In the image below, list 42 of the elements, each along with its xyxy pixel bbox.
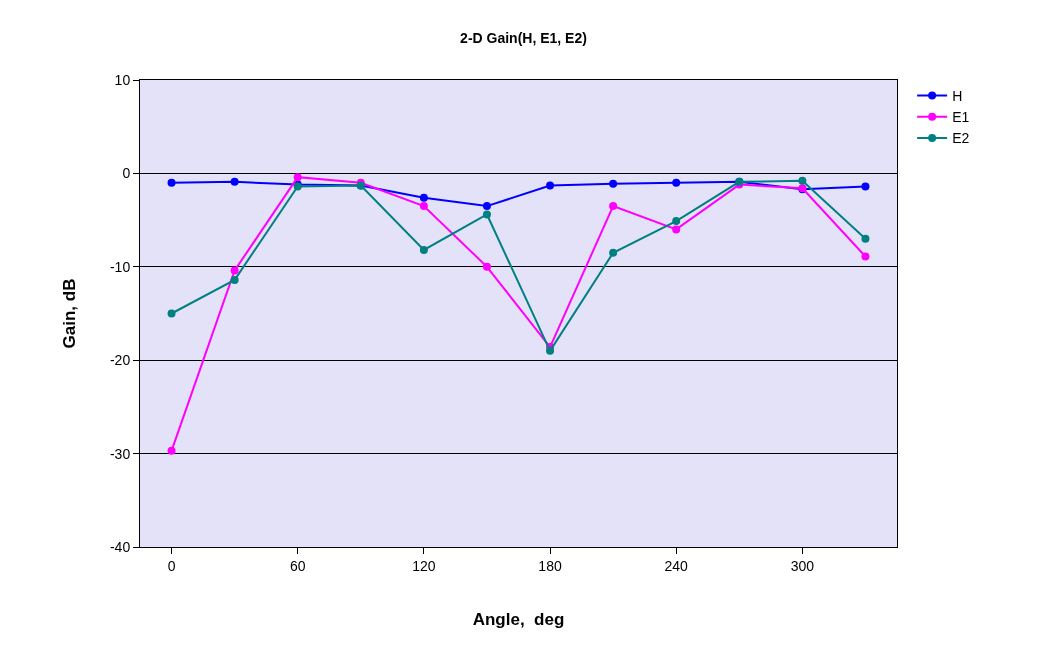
point: [861, 234, 870, 243]
point: [672, 178, 681, 187]
point: [609, 202, 618, 211]
y-tick-label: -40: [109, 538, 131, 555]
y-tick-label: -10: [109, 258, 131, 275]
y-tick-label: 10: [114, 71, 131, 88]
point: [167, 178, 176, 187]
point: [672, 225, 681, 234]
x-tick-label: 300: [790, 557, 815, 574]
x-axis-title: Angle, deg: [472, 610, 565, 630]
point: [482, 202, 491, 211]
point: [230, 266, 239, 275]
y-tick-label: -30: [109, 445, 131, 462]
point: [609, 179, 618, 188]
point: [482, 262, 491, 271]
y-tick-label: -20: [109, 352, 131, 369]
y-tick-label: 0: [122, 165, 131, 182]
point: [419, 193, 428, 202]
point: [419, 202, 428, 211]
x-tick-label: 240: [664, 557, 689, 574]
legend-label: E1: [952, 109, 970, 126]
chart-title: 2-D Gain(H, E1, E2): [460, 29, 587, 46]
legend-label: E2: [952, 130, 970, 147]
point: [861, 182, 870, 191]
point: [230, 275, 239, 284]
point: [672, 217, 681, 226]
point: [167, 309, 176, 318]
point: [546, 181, 555, 190]
point: [167, 446, 176, 455]
point: [482, 210, 491, 219]
point: [419, 245, 428, 254]
x-tick-label: 0: [167, 557, 176, 574]
point: [798, 176, 807, 185]
legend-label: H: [952, 88, 963, 105]
point: [861, 252, 870, 261]
point: [609, 248, 618, 257]
point: [293, 173, 302, 182]
y-axis-title: Gain, dB: [59, 278, 79, 349]
point: [230, 177, 239, 186]
x-tick-label: 120: [412, 557, 436, 574]
x-tick-label: 60: [289, 557, 306, 574]
x-tick-label: 180: [538, 557, 562, 574]
